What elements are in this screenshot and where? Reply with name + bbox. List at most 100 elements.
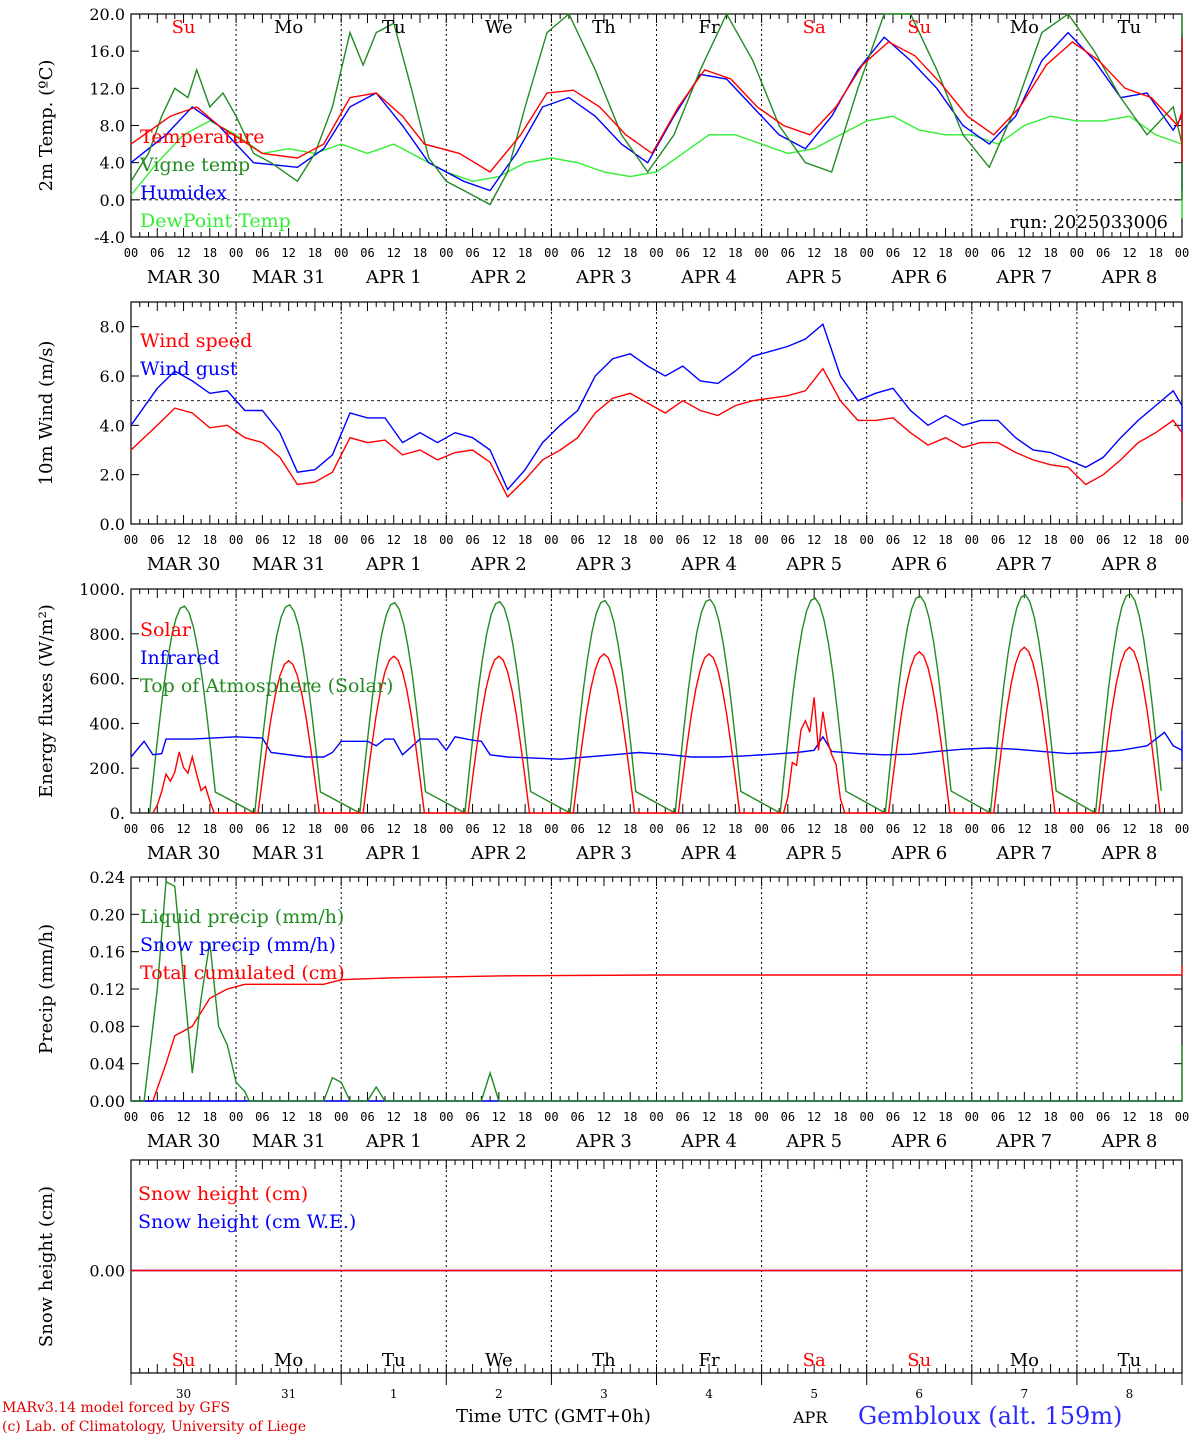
run-label: run: 2025033006 <box>1010 212 1168 233</box>
hour-label: 18 <box>728 822 742 836</box>
hour-label: 18 <box>938 246 952 260</box>
hour-label: 00 <box>1175 1110 1189 1124</box>
hour-label: 18 <box>623 1110 637 1124</box>
hour-label: 06 <box>570 533 584 547</box>
y-tick-label: 0.08 <box>89 1017 125 1036</box>
weekday-label: Th <box>592 17 616 38</box>
hour-label: 12 <box>1017 533 1031 547</box>
date-label: MAR 30 <box>147 554 221 575</box>
hour-label: 00 <box>649 1110 663 1124</box>
y-tick-label: 0.00 <box>89 1092 125 1111</box>
hour-label: 12 <box>492 822 506 836</box>
date-label: APR 6 <box>890 843 947 864</box>
hour-label: 18 <box>1043 822 1057 836</box>
hour-label: 00 <box>334 246 348 260</box>
weekday-label: Mo <box>274 1350 303 1371</box>
hour-label: 06 <box>255 246 269 260</box>
hour-label: 06 <box>570 246 584 260</box>
hour-label: 12 <box>1122 533 1136 547</box>
hour-label: 18 <box>518 822 532 836</box>
hour-label: 12 <box>176 246 190 260</box>
hour-label: 00 <box>124 246 138 260</box>
day-number-label: 8 <box>1126 1387 1134 1401</box>
hour-label: 00 <box>544 1110 558 1124</box>
time-axis-title: Time UTC (GMT+0h) <box>456 1406 651 1427</box>
hour-label: 06 <box>150 246 164 260</box>
hour-label: 18 <box>938 533 952 547</box>
hour-label: 12 <box>281 246 295 260</box>
y-axis-label: Precip (mm/h) <box>36 924 57 1054</box>
y-tick-label: 8.0 <box>100 318 125 337</box>
weekday-label: Su <box>172 1350 196 1371</box>
hour-label: 12 <box>597 822 611 836</box>
hour-label: 18 <box>518 533 532 547</box>
date-label: APR 1 <box>365 267 422 288</box>
day-number-label: 31 <box>281 1387 296 1401</box>
hour-label: 00 <box>544 246 558 260</box>
date-label: APR 4 <box>680 1131 737 1152</box>
hour-label: 12 <box>281 1110 295 1124</box>
hour-label: 00 <box>859 533 873 547</box>
hour-label: 18 <box>203 533 217 547</box>
hour-label: 00 <box>1070 822 1084 836</box>
hour-label: 06 <box>360 246 374 260</box>
y-tick-label: 0.24 <box>89 868 125 887</box>
hour-label: 18 <box>518 1110 532 1124</box>
weekday-label: Sa <box>803 17 826 38</box>
y-tick-label: 0.04 <box>89 1055 125 1074</box>
hour-label: 06 <box>360 533 374 547</box>
hour-label: 00 <box>334 533 348 547</box>
hour-label: 06 <box>676 533 690 547</box>
hour-label: 00 <box>439 246 453 260</box>
date-label: APR 6 <box>890 267 947 288</box>
legend-entry: Solar <box>140 619 192 641</box>
hour-label: 06 <box>886 822 900 836</box>
date-label: APR 5 <box>785 267 842 288</box>
date-label: APR 4 <box>680 267 737 288</box>
weekday-label: Mo <box>1010 17 1039 38</box>
hour-label: 18 <box>413 246 427 260</box>
day-number-label: 6 <box>915 1387 923 1401</box>
y-tick-label: 20.0 <box>89 5 125 24</box>
hour-label: 18 <box>1148 1110 1162 1124</box>
y-axis-label: Energy fluxes (W/m²) <box>36 604 57 798</box>
date-label: APR 8 <box>1101 267 1158 288</box>
hour-label: 18 <box>1043 533 1057 547</box>
hour-label: 00 <box>1070 246 1084 260</box>
date-label: MAR 30 <box>147 267 221 288</box>
date-label: APR 8 <box>1101 843 1158 864</box>
hour-label: 06 <box>1096 1110 1110 1124</box>
weekday-label: Tu <box>382 1350 406 1371</box>
y-tick-label: 0. <box>110 804 125 823</box>
hour-label: 00 <box>439 533 453 547</box>
hour-label: 06 <box>886 1110 900 1124</box>
date-label: MAR 31 <box>252 267 326 288</box>
legend-entry: Snow precip (mm/h) <box>140 934 336 956</box>
date-label: APR 2 <box>470 554 527 575</box>
hour-label: 18 <box>1043 1110 1057 1124</box>
hour-label: 12 <box>597 533 611 547</box>
date-label: APR 5 <box>785 554 842 575</box>
hour-label: 06 <box>991 822 1005 836</box>
date-label: APR 8 <box>1101 1131 1158 1152</box>
legend-entry: DewPoint Temp <box>140 210 291 232</box>
hour-label: 06 <box>150 533 164 547</box>
hour-label: 00 <box>1070 1110 1084 1124</box>
date-label: APR 6 <box>890 554 947 575</box>
hour-label: 18 <box>308 822 322 836</box>
hour-label: 12 <box>387 246 401 260</box>
date-label: APR 7 <box>995 554 1052 575</box>
hour-label: 18 <box>203 1110 217 1124</box>
hour-label: 06 <box>781 1110 795 1124</box>
y-tick-label: 0.16 <box>89 943 125 962</box>
hour-label: 18 <box>413 1110 427 1124</box>
hour-label: 12 <box>387 1110 401 1124</box>
hour-label: 06 <box>781 246 795 260</box>
hour-label: 06 <box>150 822 164 836</box>
y-tick-label: 8.0 <box>100 117 125 136</box>
hour-label: 06 <box>255 1110 269 1124</box>
hour-label: 00 <box>334 1110 348 1124</box>
hour-label: 00 <box>229 533 243 547</box>
hour-label: 00 <box>124 822 138 836</box>
